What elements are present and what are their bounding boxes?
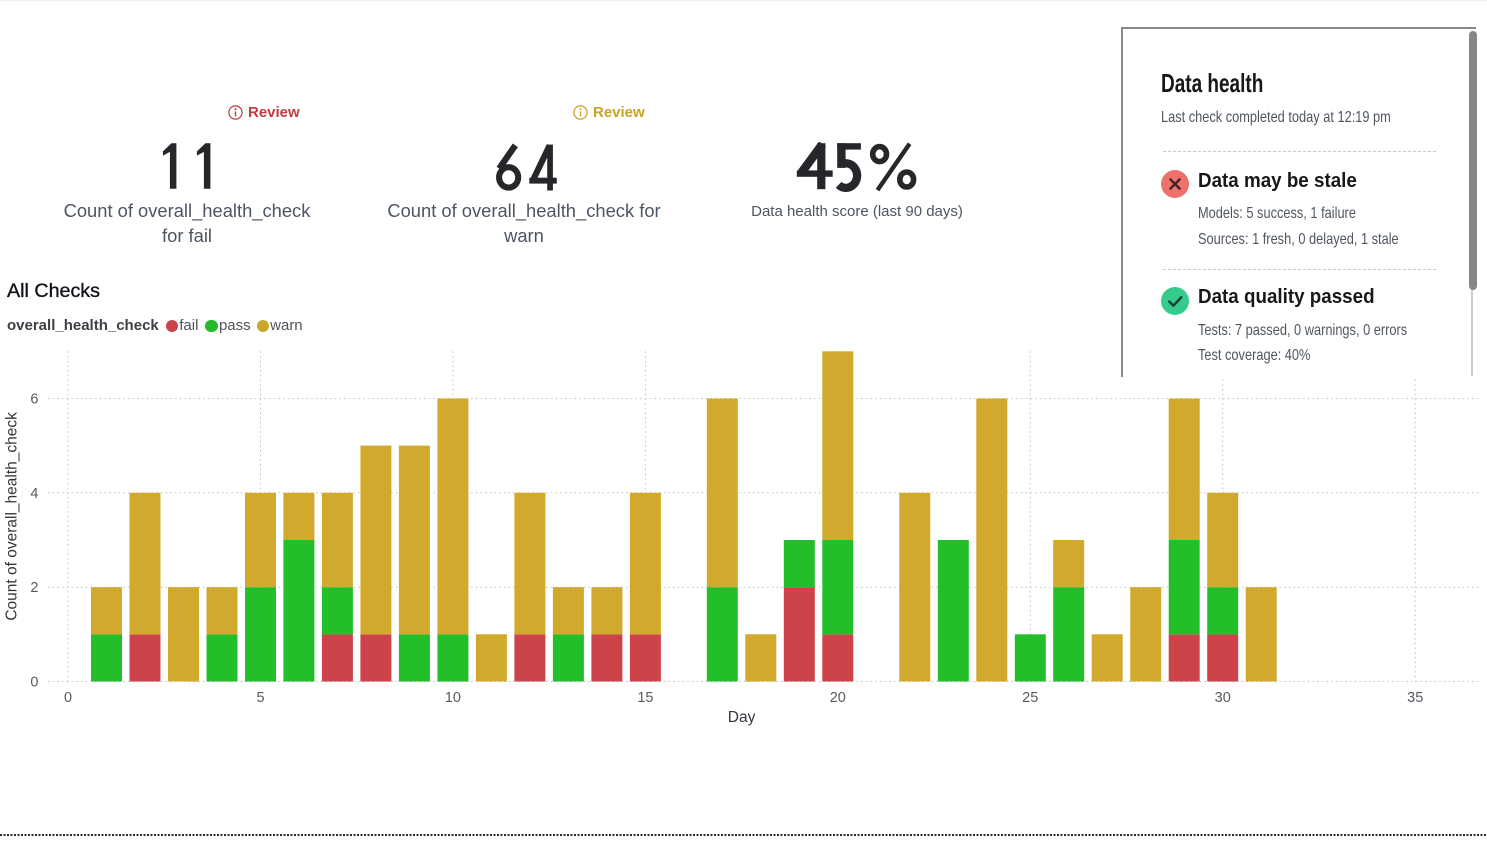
svg-text:25: 25 — [1022, 690, 1038, 706]
svg-text:10: 10 — [445, 690, 461, 706]
svg-text:Count of overall_health_check: Count of overall_health_check — [4, 412, 21, 621]
svg-text:15: 15 — [637, 690, 653, 706]
svg-text:0: 0 — [64, 690, 72, 706]
svg-text:35: 35 — [1407, 690, 1423, 706]
svg-text:30: 30 — [1215, 690, 1231, 706]
svg-text:6: 6 — [30, 392, 38, 408]
svg-text:0: 0 — [30, 675, 38, 691]
svg-text:5: 5 — [256, 690, 264, 706]
svg-text:2: 2 — [30, 580, 38, 596]
svg-text:20: 20 — [830, 690, 846, 706]
svg-text:4: 4 — [30, 486, 38, 502]
svg-text:Day: Day — [728, 709, 756, 726]
